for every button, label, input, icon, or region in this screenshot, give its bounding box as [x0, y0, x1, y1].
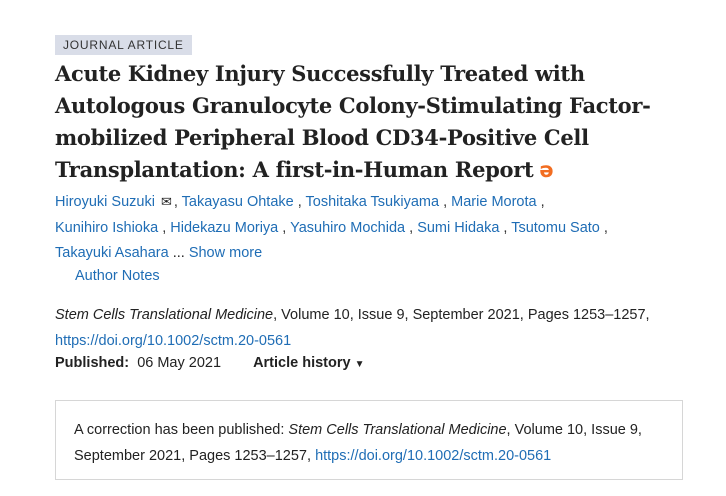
published-label: Published: — [55, 355, 130, 371]
author-link[interactable]: Hidekazu Moriya — [170, 219, 279, 236]
author-link[interactable]: Marie Morota — [451, 194, 537, 210]
article-history-label: Article history — [253, 355, 351, 371]
citation: Stem Cells Translational Medicine, Volum… — [55, 303, 705, 354]
correction-prefix: A correction has been published: — [74, 422, 289, 438]
correction-journal: Stem Cells Translational Medicine — [288, 422, 507, 438]
caret-down-icon: ▼ — [354, 359, 365, 370]
article-title: Acute Kidney Injury Successfully Treated… — [55, 58, 675, 186]
title-text: Acute Kidney Injury Successfully Treated… — [55, 61, 651, 182]
open-access-icon: ə — [539, 158, 554, 182]
journal-name: Stem Cells Translational Medicine — [55, 307, 274, 323]
author-link[interactable]: Takayuki Asahara — [55, 245, 169, 261]
envelope-icon[interactable]: ✉ — [160, 194, 172, 209]
correction-doi-link[interactable]: https://doi.org/10.1002/sctm.20-0561 — [315, 447, 552, 464]
author-list: Hiroyuki Suzuki ✉, Takayasu Ohtake , Tos… — [55, 194, 608, 261]
doi-link[interactable]: https://doi.org/10.1002/sctm.20-0561 — [55, 332, 292, 349]
published-row: Published: 06 May 2021 Article history ▼ — [55, 355, 365, 371]
author-notes-link[interactable]: Author Notes — [75, 268, 160, 284]
article-history-toggle[interactable]: Article history ▼ — [253, 355, 364, 371]
author-link[interactable]: Takayasu Ohtake — [181, 194, 294, 210]
author-link[interactable]: Yasuhiro Mochida — [290, 219, 406, 236]
citation-details: , Volume 10, Issue 9, September 2021, Pa… — [273, 307, 650, 323]
ellipsis: ... — [172, 245, 185, 261]
show-more-link[interactable]: Show more — [188, 245, 263, 261]
author-link[interactable]: Tsutomu Sato — [511, 219, 600, 236]
author-link[interactable]: Kunihiro Ishioka — [55, 219, 159, 236]
published-date: 06 May 2021 — [137, 355, 222, 371]
author-link[interactable]: Toshitaka Tsukiyama — [305, 194, 440, 210]
correction-notice: A correction has been published: Stem Ce… — [55, 400, 683, 480]
correction-details: , Volume 10, Issue 9, September 2021, Pa… — [74, 422, 642, 464]
author-link[interactable]: Sumi Hidaka — [417, 219, 500, 236]
author-link[interactable]: Hiroyuki Suzuki — [55, 194, 155, 210]
article-type-badge: JOURNAL ARTICLE — [55, 35, 192, 55]
